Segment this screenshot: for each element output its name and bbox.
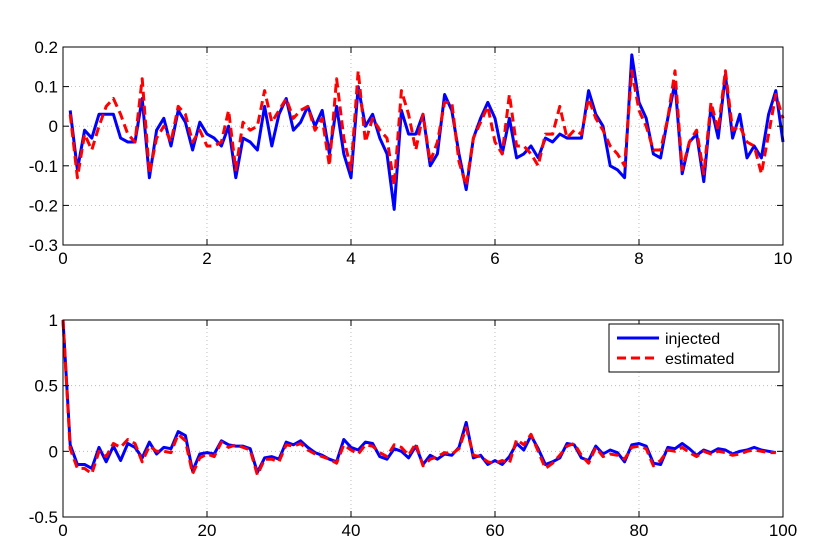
top-x-tick-label: 6 [490,249,499,268]
legend-box [608,323,780,373]
bottom-series-estimated [61,319,776,477]
legend-label-injected: injected [665,331,720,348]
legend-label-estimated: estimated [665,351,734,368]
bottom-x-tick-label: 20 [198,521,217,540]
bottom-x-tick-label: 0 [58,521,67,540]
top-y-tick-label: -0.1 [29,157,58,176]
bottom-y-tick-label: 0.5 [34,377,58,396]
top-plot: 0 2 4 6 8 10 -0.3 -0.2 -0.1 0 0.1 0.2 [29,38,793,268]
bottom-y-tick-label: 0 [49,442,58,461]
bottom-y-tick-label: 1 [49,311,58,330]
top-y-tick-label: 0 [49,117,58,136]
top-x-tick-label: 4 [346,249,355,268]
top-x-tick-label: 10 [774,249,793,268]
top-y-tick-label: -0.3 [29,236,58,255]
top-series-estimated [68,69,785,188]
bottom-x-tick-label: 40 [342,521,361,540]
top-axes-frame [62,46,784,246]
bottom-x-tick-label: 100 [769,521,797,540]
bottom-legend: injected estimated [608,323,780,373]
bottom-x-tick-label: 80 [630,521,649,540]
top-y-tick-label: -0.2 [29,196,58,215]
bottom-y-tick-label: -0.5 [29,508,58,527]
top-x-tick-label: 8 [634,249,643,268]
top-y-tick-label: 0.2 [34,38,58,57]
top-x-tick-label: 0 [58,249,67,268]
bottom-x-tick-label: 60 [486,521,505,540]
top-y-tick-label: 0.1 [34,78,58,97]
top-x-tick-label: 2 [202,249,211,268]
bottom-series-injected [61,319,777,474]
bottom-axes-frame [62,319,784,518]
